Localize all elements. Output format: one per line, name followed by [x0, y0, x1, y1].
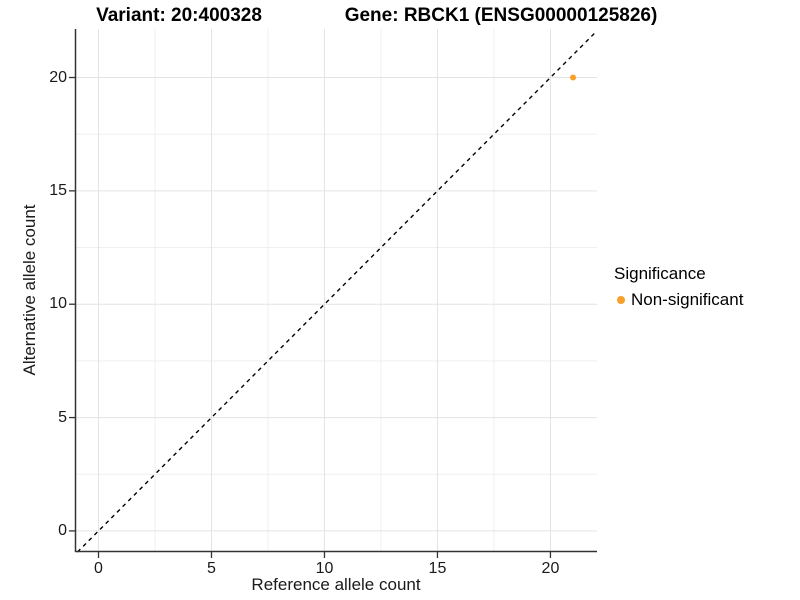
x-axis-title: Reference allele count	[251, 575, 421, 594]
legend: Significance Non-significant	[614, 264, 743, 310]
data-point	[570, 74, 577, 81]
x-tick-label: 5	[207, 560, 216, 577]
x-tick-label: 10	[315, 560, 334, 577]
y-tick-label: 5	[58, 408, 67, 426]
identity-reference-line	[76, 30, 598, 553]
legend-title: Significance	[614, 264, 706, 283]
x-tick-label: 15	[428, 560, 447, 577]
legend-item-label: Non-significant	[631, 290, 744, 309]
y-tick-label: 15	[49, 181, 67, 199]
plot-title-gene: Gene: RBCK1 (ENSG00000125826)	[344, 5, 658, 26]
y-tick-label: 0	[58, 521, 67, 539]
plot-panel	[69, 29, 598, 558]
plot-title-variant: Variant: 20:400328	[96, 5, 262, 26]
y-tick-label: 10	[49, 295, 67, 313]
plot-canvas	[69, 29, 598, 558]
legend-items: Non-significant	[614, 290, 743, 310]
y-tick-label: 20	[49, 68, 67, 86]
legend-item: Non-significant	[617, 290, 743, 310]
x-tick-label: 20	[541, 560, 560, 577]
y-axis-title: Alternative allele count	[20, 204, 39, 376]
legend-dot-icon	[617, 296, 625, 304]
x-tick-label: 0	[94, 560, 103, 577]
